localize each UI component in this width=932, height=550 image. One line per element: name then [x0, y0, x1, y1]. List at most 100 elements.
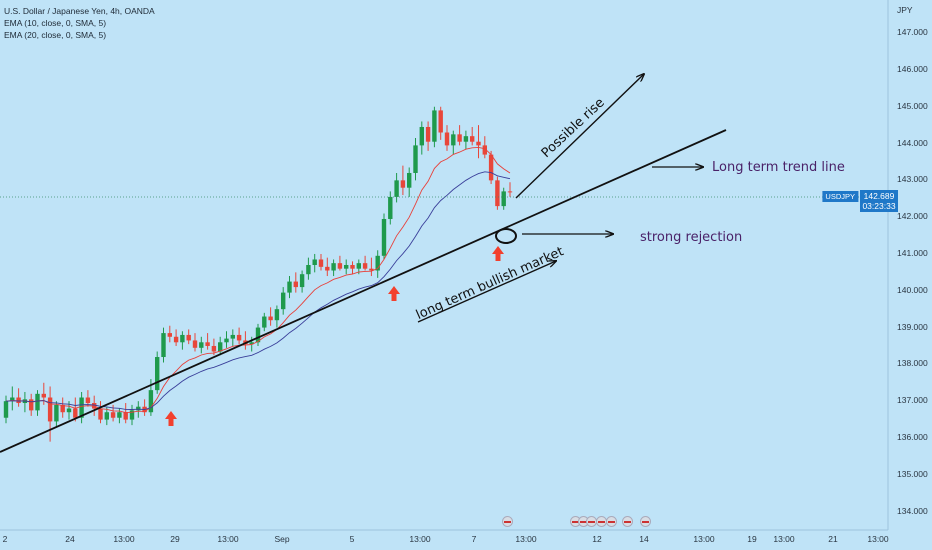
candle-body [375, 255, 380, 271]
candle-body [29, 399, 34, 411]
jp-flag-icon[interactable] [622, 516, 633, 527]
candle[interactable] [293, 272, 298, 293]
us-flag-icon[interactable] [502, 516, 513, 527]
candle[interactable] [3, 395, 9, 424]
candle[interactable] [299, 270, 305, 293]
candle[interactable] [369, 257, 374, 277]
candle-body [501, 191, 506, 207]
rejection-circle[interactable] [495, 228, 517, 244]
candle[interactable] [444, 125, 450, 151]
candle[interactable] [451, 130, 456, 155]
candle[interactable] [482, 136, 487, 159]
candle[interactable] [312, 253, 317, 273]
candle[interactable] [268, 307, 273, 326]
price-tick-label: 136.000 [897, 431, 928, 442]
candle[interactable] [507, 182, 513, 197]
candle[interactable] [123, 403, 128, 424]
candle[interactable] [375, 250, 380, 278]
candle[interactable] [35, 390, 40, 416]
candle[interactable] [337, 255, 343, 271]
candle[interactable] [419, 121, 424, 155]
candle[interactable] [186, 329, 191, 345]
candle-body [262, 316, 267, 328]
candle[interactable] [394, 172, 399, 203]
candle[interactable] [10, 386, 15, 411]
candle[interactable] [425, 121, 431, 151]
candle[interactable] [173, 329, 179, 346]
candle-body [155, 357, 160, 391]
candle[interactable] [47, 386, 53, 442]
candle[interactable] [167, 325, 172, 343]
candle[interactable] [205, 333, 210, 350]
candle[interactable] [41, 382, 46, 405]
candle[interactable] [476, 125, 481, 159]
candle[interactable] [413, 138, 418, 181]
candle[interactable] [255, 323, 261, 346]
us-flag-icon[interactable] [640, 516, 651, 527]
candle[interactable] [495, 176, 500, 210]
candle[interactable] [129, 404, 135, 426]
candle[interactable] [54, 401, 59, 427]
candle[interactable] [438, 106, 443, 140]
candle[interactable] [262, 312, 267, 332]
candle[interactable] [287, 276, 292, 299]
candle[interactable] [236, 327, 242, 345]
candle[interactable] [306, 257, 311, 280]
price-tick-label: 144.000 [897, 137, 928, 148]
candle-body [476, 141, 481, 146]
bullish-market-arrow[interactable] [417, 261, 556, 323]
candle[interactable] [60, 397, 65, 418]
candle-body [180, 334, 185, 343]
candle[interactable] [274, 305, 280, 328]
candle[interactable] [230, 329, 235, 346]
candle[interactable] [199, 336, 204, 354]
candle[interactable] [29, 393, 34, 416]
candle[interactable] [16, 388, 21, 407]
candle[interactable] [325, 257, 330, 277]
candle-body [66, 408, 72, 413]
candle[interactable] [344, 259, 349, 275]
candle[interactable] [180, 331, 185, 350]
candle[interactable] [79, 391, 84, 424]
possible-rise-arrow[interactable] [515, 74, 644, 199]
time-tick-label: 5 [349, 534, 355, 544]
candle-body [457, 134, 462, 142]
candle[interactable] [211, 338, 217, 356]
event-icon[interactable] [606, 516, 617, 527]
candle[interactable] [281, 287, 286, 315]
candle[interactable] [463, 130, 469, 150]
candle[interactable] [98, 401, 103, 424]
candle[interactable] [501, 187, 506, 210]
long-term-trend-line[interactable] [0, 129, 727, 453]
candle[interactable] [85, 390, 91, 407]
candle[interactable] [381, 213, 387, 260]
candle-body [318, 259, 324, 267]
candle[interactable] [350, 261, 355, 275]
candle[interactable] [407, 167, 412, 197]
candle[interactable] [104, 406, 109, 426]
candle[interactable] [457, 125, 462, 146]
candle[interactable] [155, 351, 160, 394]
candle[interactable] [73, 397, 78, 422]
candle[interactable] [470, 126, 475, 146]
current-price-value: 142.689 [863, 191, 895, 201]
candle-body [249, 342, 254, 345]
candle-body [425, 126, 431, 142]
time-tick-label: 13:00 [867, 534, 889, 544]
candle[interactable] [224, 331, 229, 348]
candle[interactable] [192, 333, 198, 352]
candle-body [287, 281, 292, 293]
candle[interactable] [432, 106, 437, 148]
candle[interactable] [331, 259, 336, 277]
candle[interactable] [488, 150, 494, 185]
candle-body [230, 334, 235, 339]
candle[interactable] [161, 327, 166, 363]
candle[interactable] [318, 253, 324, 271]
candle[interactable] [400, 165, 406, 196]
bar-countdown: 03:23:33 [862, 201, 896, 211]
candle[interactable] [362, 255, 368, 271]
candle-body [236, 334, 242, 341]
candle[interactable] [218, 336, 223, 356]
